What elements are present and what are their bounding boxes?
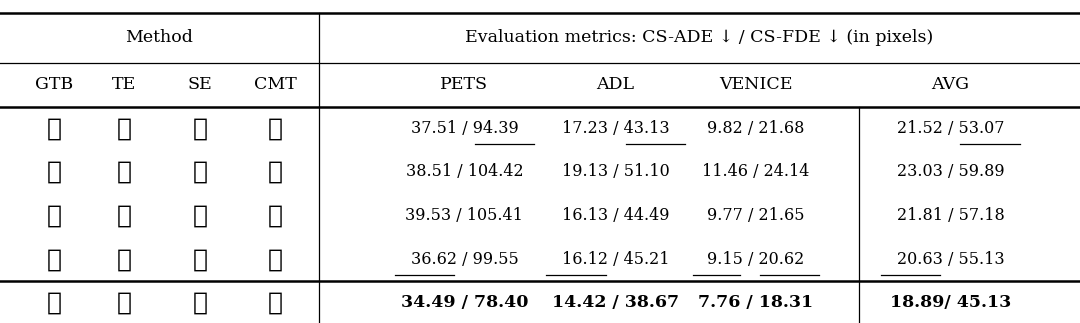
Text: ✓: ✓ [268, 247, 283, 271]
Text: ✓: ✓ [192, 291, 207, 315]
Text: PETS: PETS [441, 76, 488, 93]
Text: 16.12 / 45.21: 16.12 / 45.21 [562, 251, 670, 268]
Text: 9.15 / 20.62: 9.15 / 20.62 [707, 251, 805, 268]
Text: ✗: ✗ [46, 160, 62, 184]
Text: ✗: ✗ [117, 116, 132, 141]
Text: 17.23 / 43.13: 17.23 / 43.13 [562, 120, 670, 137]
Text: ✗: ✗ [268, 116, 283, 141]
Text: 36.62 / 99.55: 36.62 / 99.55 [410, 251, 518, 268]
Text: 37.51 / 94.39: 37.51 / 94.39 [410, 120, 518, 137]
Text: ✗: ✗ [46, 247, 62, 271]
Text: ✓: ✓ [117, 291, 132, 315]
Text: 21.81 / 57.18: 21.81 / 57.18 [896, 207, 1004, 224]
Text: ✓: ✓ [192, 247, 207, 271]
Text: VENICE: VENICE [719, 76, 793, 93]
Text: ✓: ✓ [117, 203, 132, 228]
Text: ✓: ✓ [46, 291, 62, 315]
Text: ✗: ✗ [46, 203, 62, 228]
Text: 38.51 / 104.42: 38.51 / 104.42 [406, 163, 523, 181]
Text: AVG: AVG [931, 76, 970, 93]
Text: ✗: ✗ [268, 160, 283, 184]
Text: ✓: ✓ [192, 203, 207, 228]
Text: SE: SE [188, 76, 212, 93]
Text: 11.46 / 24.14: 11.46 / 24.14 [702, 163, 810, 181]
Text: GTB: GTB [35, 76, 73, 93]
Text: 39.53 / 105.41: 39.53 / 105.41 [405, 207, 524, 224]
Text: 7.76 / 18.31: 7.76 / 18.31 [699, 294, 813, 311]
Text: 16.13 / 44.49: 16.13 / 44.49 [562, 207, 670, 224]
Text: 9.77 / 21.65: 9.77 / 21.65 [707, 207, 805, 224]
Text: 18.89/ 45.13: 18.89/ 45.13 [890, 294, 1011, 311]
Text: ✓: ✓ [46, 116, 62, 141]
Text: 34.49 / 78.40: 34.49 / 78.40 [401, 294, 528, 311]
Text: Evaluation metrics: CS-ADE ↓ / CS-FDE ↓ (in pixels): Evaluation metrics: CS-ADE ↓ / CS-FDE ↓ … [465, 29, 933, 47]
Text: 23.03 / 59.89: 23.03 / 59.89 [896, 163, 1004, 181]
Text: ✓: ✓ [117, 247, 132, 271]
Text: ✗: ✗ [192, 116, 207, 141]
Text: 9.82 / 21.68: 9.82 / 21.68 [707, 120, 805, 137]
Text: 19.13 / 51.10: 19.13 / 51.10 [562, 163, 670, 181]
Text: 20.63 / 55.13: 20.63 / 55.13 [896, 251, 1004, 268]
Text: ✓: ✓ [117, 160, 132, 184]
Text: CMT: CMT [254, 76, 297, 93]
Text: 14.42 / 38.67: 14.42 / 38.67 [552, 294, 679, 311]
Text: 21.52 / 53.07: 21.52 / 53.07 [896, 120, 1004, 137]
Text: ✗: ✗ [192, 160, 207, 184]
Text: ✗: ✗ [268, 203, 283, 228]
Text: ADL: ADL [596, 76, 635, 93]
Text: ✓: ✓ [268, 291, 283, 315]
Text: Method: Method [125, 29, 193, 47]
Text: TE: TE [112, 76, 136, 93]
